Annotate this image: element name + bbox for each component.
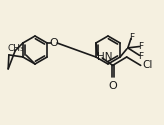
Text: CH₃: CH₃ — [8, 44, 24, 53]
Text: F: F — [129, 33, 135, 42]
Text: Cl: Cl — [143, 60, 153, 70]
Text: F: F — [138, 52, 143, 61]
Text: O: O — [108, 81, 117, 91]
Text: F: F — [138, 42, 143, 51]
Text: O: O — [50, 38, 59, 48]
Text: HN: HN — [97, 52, 113, 62]
